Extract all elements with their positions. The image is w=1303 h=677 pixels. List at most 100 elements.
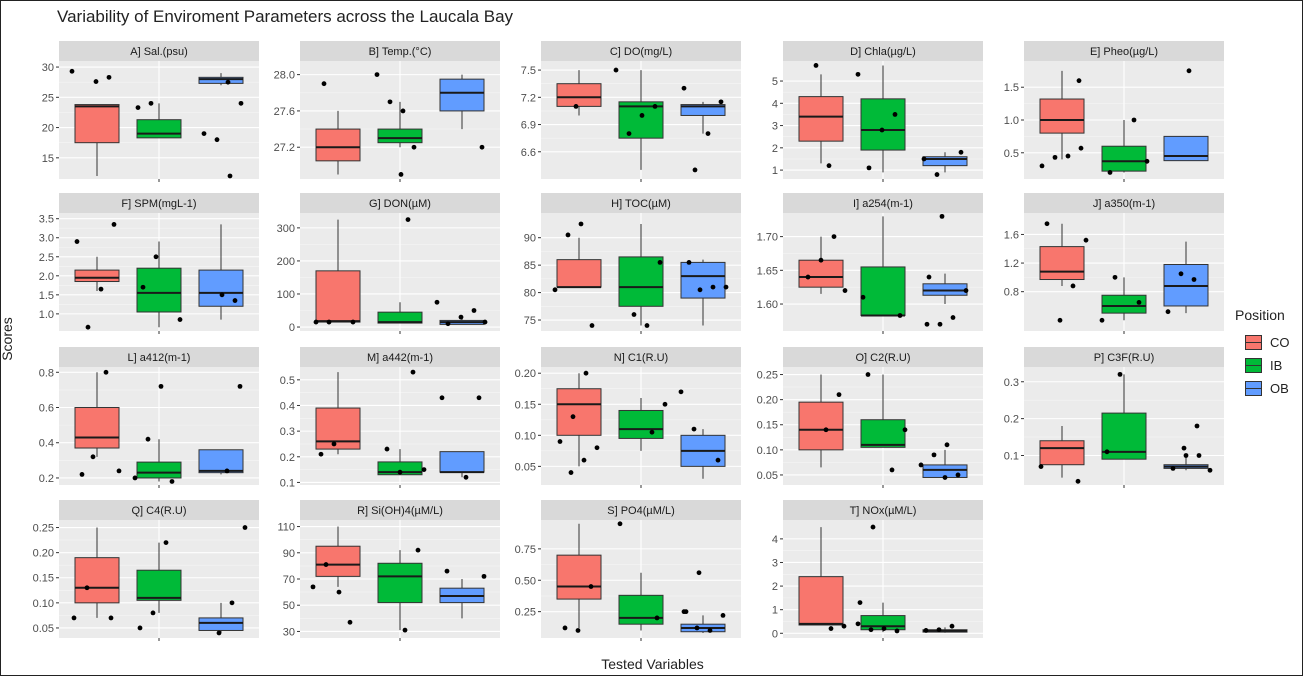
data-point	[463, 474, 469, 480]
iqr-box	[1039, 440, 1085, 466]
x-axis-label: Tested Variables	[601, 656, 704, 672]
data-point	[575, 628, 581, 633]
data-point	[723, 284, 729, 290]
box-co	[310, 526, 361, 625]
data-point	[639, 113, 645, 118]
data-point	[1183, 453, 1189, 458]
facet-panel: E] Pheo(µg/L) 0.5 1.0 1.5	[1004, 41, 1224, 182]
data-point	[860, 294, 866, 300]
box-co	[798, 374, 844, 468]
data-point	[836, 392, 842, 398]
y-tick-label: 110	[277, 522, 295, 534]
legend-item-co: CO	[1235, 331, 1290, 354]
facet-panel: R] Si(OH)4(µM/L) 30 50 70 90 110	[277, 500, 500, 641]
facet-strip	[59, 500, 259, 520]
data-point	[949, 623, 955, 629]
data-point	[481, 573, 487, 579]
iqr-box	[1101, 294, 1147, 314]
data-point	[242, 525, 248, 530]
data-point	[692, 167, 698, 173]
data-point	[398, 172, 404, 177]
facet-panel: G] DON(µM) 0 100 200 300	[277, 193, 500, 334]
box-ib	[618, 398, 668, 451]
data-point	[336, 589, 342, 595]
iqr-box	[74, 269, 120, 283]
y-tick-label: 0.10	[515, 430, 536, 442]
data-point	[568, 470, 574, 475]
legend-key-ib	[1245, 358, 1262, 373]
y-tick-label: 0.20	[515, 368, 536, 380]
box-ob	[439, 395, 485, 480]
box-ob	[198, 73, 244, 179]
box-co	[556, 70, 602, 116]
facet-title: F] SPM(mgL-1)	[121, 198, 196, 210]
facet-panel: I] a254(m-1) 1.60 1.65 1.70	[757, 193, 983, 334]
box-ob	[439, 568, 487, 619]
legend-key-ob	[1245, 381, 1262, 396]
box-co	[552, 221, 602, 328]
y-tick-label: 70	[283, 574, 295, 586]
y-tick-label: 4	[772, 98, 778, 110]
facet-title: M] a442(m-1)	[367, 352, 433, 364]
y-tick-label: 0.5	[1004, 148, 1019, 160]
box-ib	[136, 540, 182, 631]
data-point	[939, 213, 945, 219]
data-point	[868, 627, 874, 633]
box-ib	[613, 67, 664, 170]
data-point	[617, 521, 623, 527]
legend: Position CO IB OB	[1235, 307, 1290, 400]
box-co	[1039, 221, 1089, 323]
y-tick-label: 0	[289, 322, 295, 334]
y-tick-label: 90	[283, 548, 295, 560]
y-tick-label: 0.15	[33, 573, 54, 585]
iqr-box	[74, 557, 120, 604]
facet-title: G] DON(µM)	[369, 198, 431, 210]
iqr-box	[1039, 98, 1085, 134]
data-point	[842, 288, 848, 293]
box-ob	[434, 299, 488, 327]
facet-strip	[783, 500, 983, 520]
box-co	[556, 370, 602, 475]
data-point	[163, 540, 169, 545]
data-point	[140, 284, 146, 290]
data-point	[588, 584, 594, 589]
y-tick-label: 0.6	[39, 403, 54, 415]
data-point	[1083, 237, 1089, 243]
y-tick-label: 0.05	[515, 461, 536, 473]
data-point	[148, 100, 154, 106]
data-point	[826, 163, 832, 169]
iqr-box	[198, 76, 244, 84]
box-ib	[617, 521, 664, 631]
y-tick-label: 0.75	[515, 544, 536, 556]
facet-strip	[541, 41, 741, 61]
data-point	[458, 314, 464, 320]
data-point	[216, 630, 222, 636]
data-point	[963, 288, 969, 293]
facet-panel: H] TOC(µM) 75 80 85 90	[524, 193, 741, 334]
y-tick-label: 1.60	[757, 299, 778, 311]
box-co	[798, 527, 847, 631]
data-point	[350, 319, 356, 325]
data-point	[889, 467, 895, 473]
iqr-box	[798, 576, 844, 626]
box-co	[74, 222, 120, 330]
data-point	[98, 286, 104, 292]
data-point	[570, 414, 576, 420]
data-point	[881, 626, 887, 631]
box-co	[798, 234, 848, 294]
data-point	[387, 99, 393, 105]
data-point	[892, 112, 898, 117]
data-point	[626, 131, 632, 137]
data-point	[694, 625, 700, 631]
iqr-box	[556, 554, 602, 600]
y-tick-label: 0.10	[33, 598, 54, 610]
data-point	[74, 239, 80, 244]
data-point	[813, 63, 819, 68]
data-point	[710, 284, 716, 290]
data-point	[613, 67, 619, 73]
y-tick-label: 30	[42, 62, 54, 74]
data-point	[879, 127, 885, 133]
iqr-box	[136, 119, 182, 139]
facet-panel: Q] C4(R.U) 0.05 0.10 0.15 0.20 0.25	[33, 500, 259, 641]
